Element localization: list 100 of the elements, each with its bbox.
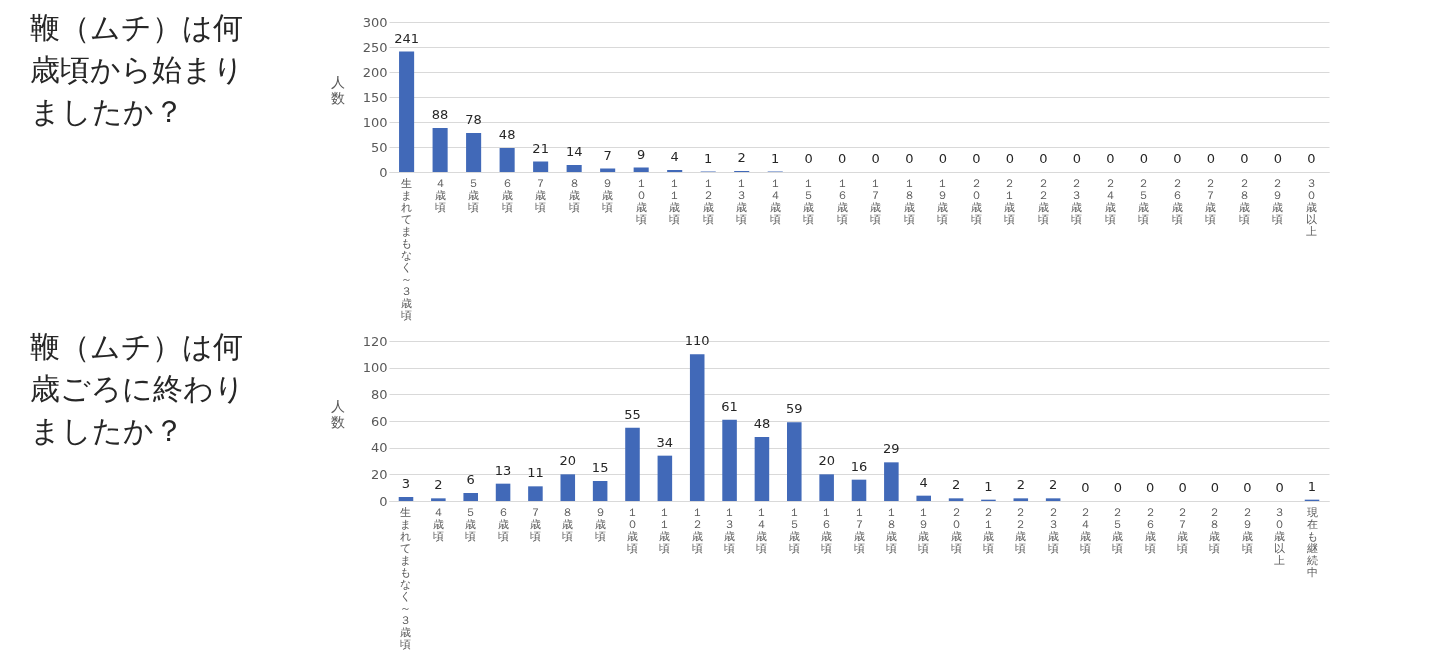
bar <box>1045 498 1061 501</box>
x-tick-label: ２４歳頃 <box>1080 506 1092 555</box>
data-label: 16 <box>850 458 868 474</box>
y-tick-label: 0 <box>379 493 388 509</box>
bar <box>625 427 640 501</box>
bar <box>466 133 482 172</box>
x-tick-label: １２歳頃 <box>702 177 714 226</box>
data-label: 0 <box>905 151 914 166</box>
y-tick-label: 250 <box>362 39 388 55</box>
data-label: 0 <box>1146 480 1155 495</box>
data-label: 14 <box>565 144 583 159</box>
y-tick-label: 120 <box>362 333 388 349</box>
data-label: 0 <box>1039 151 1048 166</box>
data-label: 20 <box>818 453 835 469</box>
bar <box>431 498 446 501</box>
x-tick-label: ２５歳頃 <box>1138 177 1150 226</box>
data-label: 34 <box>656 434 674 450</box>
x-tick-label: １８歳頃 <box>885 506 897 555</box>
x-tick-label: ２９歳頃 <box>1272 177 1284 226</box>
bar <box>1013 498 1029 501</box>
x-tick-label: ２１歳頃 <box>1004 177 1016 226</box>
data-label: 0 <box>1275 480 1284 495</box>
data-label: 0 <box>972 151 981 166</box>
x-tick-label: ７歳頃 <box>535 177 547 214</box>
y-tick-label: 40 <box>370 440 388 456</box>
x-tick-label: １３歳頃 <box>736 177 748 226</box>
x-tick-label: １９歳頃 <box>937 177 949 226</box>
data-label: 0 <box>1243 480 1252 495</box>
x-tick-label: ５歳頃 <box>468 177 480 214</box>
x-tick-label: １８歳頃 <box>903 177 915 226</box>
y-tick-label: 60 <box>370 413 388 429</box>
category-label: 生まれてまもなく～３歳頃 <box>400 506 412 651</box>
x-tick-label: ５歳頃 <box>465 506 477 543</box>
data-label: 0 <box>1139 151 1148 166</box>
data-label: 21 <box>532 140 549 156</box>
x-tick-label: ２１歳頃 <box>982 506 994 555</box>
x-tick-label: ２０歳頃 <box>970 177 982 226</box>
x-tick-label: １２歳頃 <box>691 506 703 555</box>
x-tick-label: ２６歳頃 <box>1144 506 1156 555</box>
x-tick-label: １７歳頃 <box>870 177 882 226</box>
data-label: 1 <box>704 150 713 166</box>
bar <box>432 128 448 172</box>
data-label: 20 <box>559 453 577 469</box>
x-tick-label: ６歳頃 <box>497 506 509 543</box>
x-tick-label: １５歳頃 <box>803 177 815 226</box>
data-label: 241 <box>394 30 420 46</box>
bar <box>592 481 608 501</box>
bar <box>533 161 549 172</box>
x-tick-label: １４歳頃 <box>769 177 781 226</box>
bar <box>398 497 414 501</box>
x-tick-label: １９歳頃 <box>918 506 930 555</box>
data-label: 2 <box>737 150 746 165</box>
x-tick-label: ８歳頃 <box>568 177 580 214</box>
bar <box>689 354 705 501</box>
data-label: 0 <box>1173 151 1182 166</box>
x-tick-label: ３０歳以上 <box>1305 177 1317 238</box>
data-label: 29 <box>883 441 900 457</box>
x-tick-label: １４歳頃 <box>756 506 768 555</box>
x-tick-label: ２７歳頃 <box>1205 177 1217 226</box>
bar <box>754 437 770 501</box>
data-label: 0 <box>1273 151 1283 166</box>
data-label: 48 <box>498 127 516 142</box>
data-label: 0 <box>1106 151 1115 166</box>
data-label: 4 <box>670 149 679 164</box>
data-label: 59 <box>786 401 803 417</box>
x-tick-label: ２４歳頃 <box>1104 177 1116 226</box>
data-label: 0 <box>1072 151 1081 166</box>
y-tick-label: 20 <box>370 466 388 482</box>
x-tick-label: １３歳頃 <box>724 506 736 555</box>
y-tick-label: 100 <box>362 114 388 130</box>
data-label: 13 <box>494 462 512 478</box>
y-axis-title: 人数 <box>330 397 345 430</box>
data-label: 0 <box>1081 480 1090 495</box>
data-label: 0 <box>938 151 947 166</box>
data-label: 3 <box>401 476 411 491</box>
x-tick-label: ４歳頃 <box>432 506 444 543</box>
bar <box>463 493 478 501</box>
data-label: 6 <box>466 472 475 487</box>
y-tick-label: 150 <box>362 89 388 105</box>
category-label: 生まれてまもなく～３歳頃 <box>401 177 413 322</box>
bar <box>399 51 415 172</box>
data-label: 1 <box>984 478 993 494</box>
data-label: 0 <box>1178 480 1187 495</box>
y-tick-label: 80 <box>370 386 388 402</box>
bar <box>722 419 737 501</box>
data-label: 9 <box>637 146 646 162</box>
data-label: 15 <box>591 460 609 475</box>
bar <box>566 165 582 172</box>
x-tick-label: ２３歳頃 <box>1071 177 1083 226</box>
x-tick-label: ２２歳頃 <box>1015 506 1027 555</box>
data-label: 1 <box>1307 478 1317 494</box>
x-tick-label: ３０歳以上 <box>1274 506 1286 567</box>
data-label: 0 <box>1307 151 1316 166</box>
data-label: 110 <box>684 333 710 349</box>
bar <box>495 483 511 501</box>
data-label: 7 <box>603 147 612 163</box>
data-label: 2 <box>1049 477 1058 493</box>
x-tick-label: ７歳頃 <box>529 506 541 543</box>
data-label: 11 <box>527 465 544 481</box>
data-label: 2 <box>1016 477 1025 493</box>
